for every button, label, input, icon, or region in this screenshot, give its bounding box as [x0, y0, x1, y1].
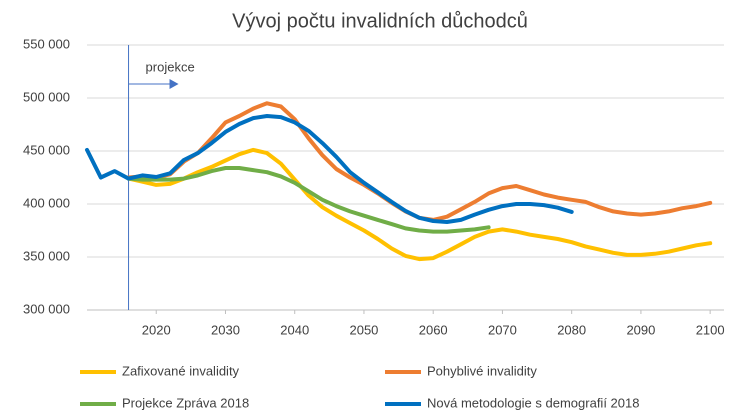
series-line [126, 166, 491, 234]
chart-title: Vývoj počtu invalidních důchodců [232, 10, 528, 32]
x-tick-label: 2030 [211, 322, 240, 337]
y-tick-label: 300 000 [23, 301, 70, 316]
y-tick-label: 350 000 [23, 248, 70, 263]
y-tick-label: 550 000 [23, 36, 70, 51]
x-tick-label: 2090 [626, 322, 655, 337]
x-tick-label: 2060 [419, 322, 448, 337]
x-tick-label: 2100 [696, 322, 725, 337]
y-tick-label: 500 000 [23, 89, 70, 104]
legend-label: Nová metodologie s demografií 2018 [427, 395, 639, 410]
x-tick-label: 2070 [488, 322, 517, 337]
legend-label: Projekce Zpráva 2018 [122, 395, 249, 410]
x-tick-label: 2040 [280, 322, 309, 337]
legend-label: Zafixované invalidity [122, 363, 240, 378]
y-tick-label: 450 000 [23, 142, 70, 157]
series-line [126, 147, 713, 262]
annotation-arrowhead [169, 79, 179, 89]
x-tick-label: 2050 [349, 322, 378, 337]
series-line [85, 114, 574, 224]
x-tick-label: 2080 [557, 322, 586, 337]
x-tick-label: 2020 [142, 322, 171, 337]
y-tick-label: 400 000 [23, 195, 70, 210]
legend-label: Pohyblivé invalidity [427, 363, 537, 378]
annotation: projekce [146, 59, 195, 74]
